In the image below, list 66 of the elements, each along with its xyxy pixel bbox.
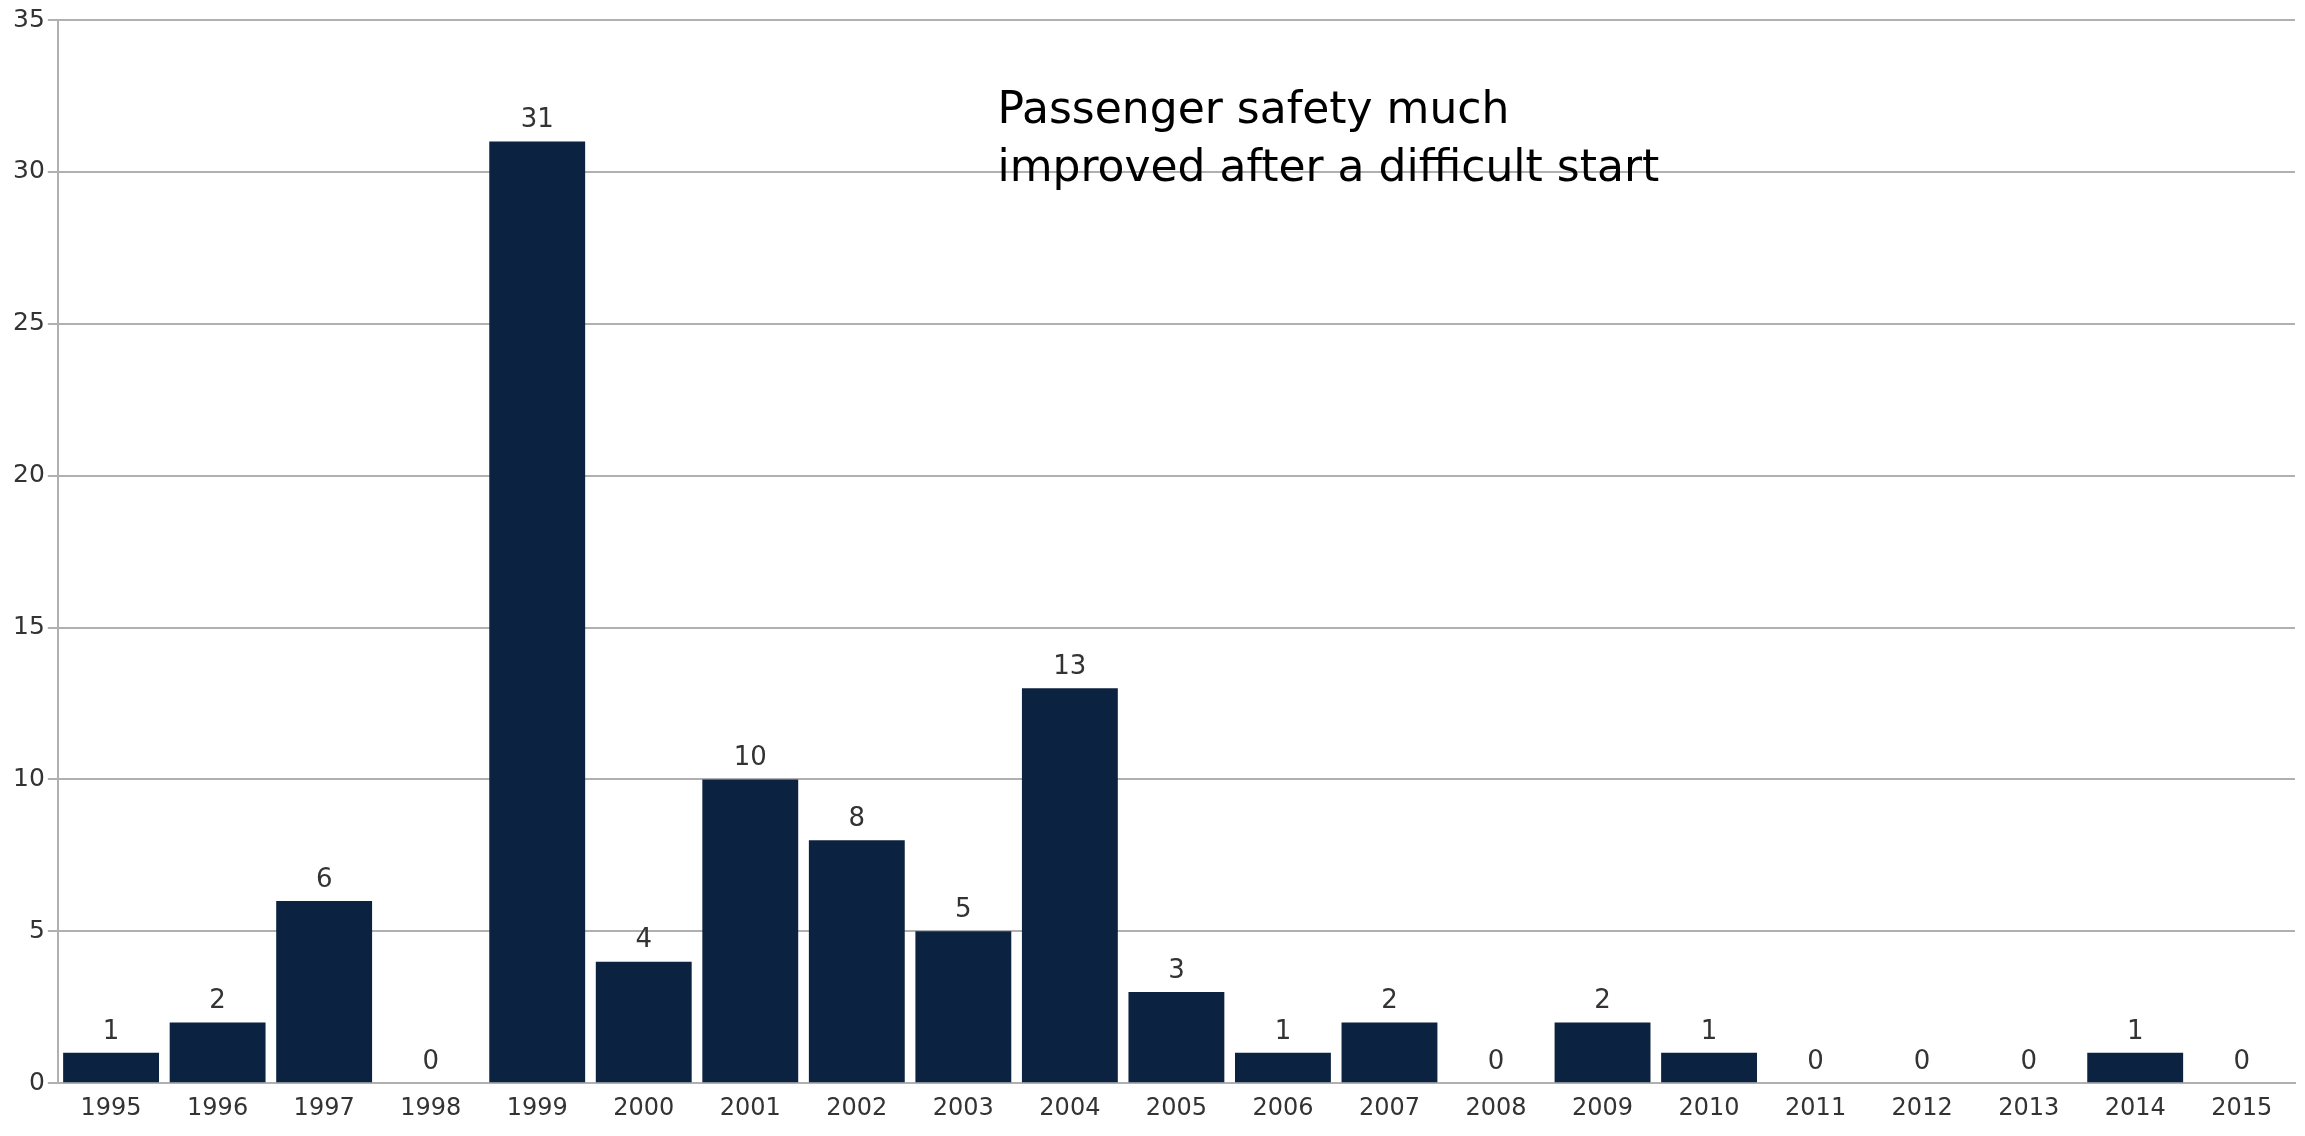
- data-label: 3: [1168, 953, 1185, 984]
- x-tick-label: 2013: [1998, 1092, 2060, 1121]
- x-tick-label: 2006: [1252, 1092, 1314, 1121]
- data-label: 0: [1807, 1044, 1824, 1075]
- data-label: 6: [315, 862, 333, 893]
- data-label: 2: [1381, 984, 1398, 1015]
- bar: [276, 900, 373, 1083]
- data-label: 0: [1487, 1044, 1505, 1075]
- x-tick-label: 2003: [932, 1092, 994, 1121]
- data-label: 0: [2020, 1044, 2037, 1075]
- bar: [1021, 688, 1118, 1083]
- data-label: 8: [848, 801, 866, 832]
- bar: [1554, 1022, 1651, 1083]
- bar: [808, 840, 905, 1083]
- x-tick-label: 2000: [613, 1092, 675, 1121]
- data-label: 1: [2126, 1014, 2144, 1045]
- x-tick-label: 1995: [80, 1092, 142, 1121]
- x-tick-label: 2001: [719, 1092, 781, 1121]
- bar: [2087, 1052, 2184, 1083]
- x-tick-label: 2004: [1039, 1092, 1101, 1121]
- x-tick-label: 2014: [2104, 1092, 2166, 1121]
- bar: [1235, 1052, 1331, 1083]
- x-tick-label: 1998: [400, 1092, 462, 1121]
- x-tick-label: 1997: [293, 1092, 355, 1121]
- x-tick-label: 2012: [1891, 1092, 1953, 1121]
- x-tick-label: 2002: [826, 1092, 888, 1121]
- bar: [595, 961, 692, 1083]
- x-tick-label: 2005: [1145, 1092, 1207, 1121]
- bar: [63, 1052, 160, 1083]
- x-tick-label: 2015: [2211, 1092, 2273, 1121]
- data-label: 1: [1700, 1014, 1718, 1045]
- data-label: 2: [1594, 984, 1611, 1015]
- y-tick-label: 10: [13, 762, 45, 792]
- bar: [1661, 1052, 1758, 1083]
- y-tick-label: 30: [13, 155, 45, 185]
- x-tick-label: 2008: [1465, 1092, 1527, 1121]
- x-tick-label: 2009: [1572, 1092, 1634, 1121]
- annotation: Passenger safety much improved after a difficult start: [997, 82, 1660, 192]
- x-tick-label: 2007: [1358, 1092, 1421, 1121]
- data-label: 0: [1913, 1044, 1931, 1075]
- x-tick-label: 1999: [506, 1092, 568, 1121]
- data-label: 2: [209, 984, 226, 1015]
- x-tick-label: 1996: [187, 1092, 249, 1121]
- bar: [489, 141, 586, 1083]
- data-label: 0: [2233, 1044, 2251, 1075]
- bar: [1341, 1022, 1438, 1083]
- data-label: 10: [733, 741, 767, 772]
- data-label: 31: [520, 103, 554, 134]
- y-tick-label: 15: [13, 611, 45, 641]
- data-label: 1: [102, 1014, 120, 1045]
- y-tick-label: 25: [13, 307, 45, 337]
- data-label: 4: [635, 923, 653, 954]
- y-tick-label: 35: [13, 3, 45, 33]
- y-tick-label: 0: [28, 1066, 45, 1096]
- bar: [1128, 992, 1225, 1083]
- data-label: 13: [1053, 650, 1087, 681]
- bar: [915, 931, 1012, 1083]
- data-label: 1: [1274, 1014, 1292, 1045]
- data-label: 5: [955, 893, 972, 924]
- x-tick-label: 2011: [1785, 1092, 1847, 1121]
- data-label: 0: [422, 1044, 439, 1075]
- y-tick-label: 20: [13, 459, 45, 489]
- bar: [169, 1022, 266, 1083]
- y-tick-label: 5: [28, 914, 45, 944]
- x-tick-label: 2010: [1678, 1092, 1740, 1121]
- bar: [702, 779, 799, 1083]
